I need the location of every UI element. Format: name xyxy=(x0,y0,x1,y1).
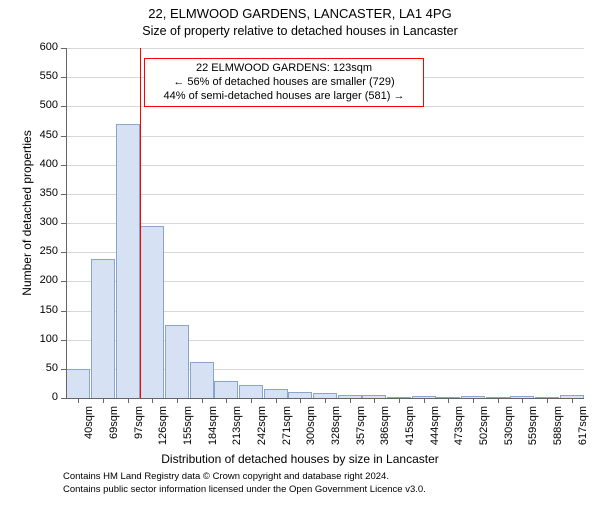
x-tick-label: 184sqm xyxy=(207,406,219,506)
x-tick-label: 386sqm xyxy=(379,406,391,506)
x-tick-label: 328sqm xyxy=(330,406,342,506)
x-tick-label: 271sqm xyxy=(281,406,293,506)
y-tick-label: 350 xyxy=(26,187,58,199)
x-tick-mark xyxy=(350,398,351,403)
x-tick-label: 559sqm xyxy=(527,406,539,506)
x-tick-mark xyxy=(103,398,104,403)
property-marker-line xyxy=(140,48,141,398)
x-tick-mark xyxy=(448,398,449,403)
x-tick-mark xyxy=(202,398,203,403)
x-tick-mark xyxy=(374,398,375,403)
grid-line xyxy=(66,223,584,224)
x-tick-mark xyxy=(226,398,227,403)
y-tick-label: 400 xyxy=(26,158,58,170)
x-tick-label: 40sqm xyxy=(83,406,95,506)
x-tick-mark xyxy=(498,398,499,403)
x-tick-label: 617sqm xyxy=(577,406,589,506)
histogram-bar xyxy=(239,385,263,398)
x-tick-mark xyxy=(522,398,523,403)
y-tick-label: 150 xyxy=(26,304,58,316)
x-tick-label: 415sqm xyxy=(404,406,416,506)
x-tick-label: 213sqm xyxy=(231,406,243,506)
x-tick-mark xyxy=(177,398,178,403)
y-tick-label: 0 xyxy=(26,391,58,403)
y-tick-label: 500 xyxy=(26,99,58,111)
x-tick-label: 357sqm xyxy=(355,406,367,506)
x-tick-label: 97sqm xyxy=(133,406,145,506)
histogram-bar xyxy=(91,259,115,398)
x-tick-mark xyxy=(152,398,153,403)
x-tick-mark xyxy=(424,398,425,403)
x-tick-mark xyxy=(572,398,573,403)
x-tick-label: 530sqm xyxy=(503,406,515,506)
x-tick-mark xyxy=(78,398,79,403)
histogram-bar xyxy=(214,381,238,399)
x-tick-label: 155sqm xyxy=(182,406,194,506)
y-tick-label: 300 xyxy=(26,216,58,228)
x-tick-label: 444sqm xyxy=(429,406,441,506)
x-tick-mark xyxy=(547,398,548,403)
annotation-line-1: ← 56% of detached houses are smaller (72… xyxy=(151,76,417,90)
x-tick-mark xyxy=(325,398,326,403)
x-tick-label: 242sqm xyxy=(256,406,268,506)
chart-container: 22, ELMWOOD GARDENS, LANCASTER, LA1 4PG … xyxy=(0,0,600,500)
grid-line xyxy=(66,48,584,49)
y-tick-label: 450 xyxy=(26,129,58,141)
x-tick-label: 126sqm xyxy=(157,406,169,506)
histogram-bar xyxy=(190,362,214,398)
y-tick-label: 100 xyxy=(26,333,58,345)
grid-line xyxy=(66,136,584,137)
y-tick-label: 250 xyxy=(26,245,58,257)
x-tick-mark xyxy=(251,398,252,403)
y-tick-label: 600 xyxy=(26,41,58,53)
histogram-bar xyxy=(116,124,140,398)
chart-subtitle: Size of property relative to detached ho… xyxy=(0,24,600,38)
annotation-box: 22 ELMWOOD GARDENS: 123sqm ← 56% of deta… xyxy=(144,58,424,107)
x-tick-mark xyxy=(276,398,277,403)
histogram-bar xyxy=(66,369,90,398)
chart-title: 22, ELMWOOD GARDENS, LANCASTER, LA1 4PG xyxy=(0,6,600,21)
grid-line xyxy=(66,165,584,166)
x-tick-label: 502sqm xyxy=(478,406,490,506)
y-tick-label: 550 xyxy=(26,70,58,82)
histogram-bar xyxy=(165,325,189,398)
x-tick-mark xyxy=(128,398,129,403)
y-axis-line xyxy=(66,48,67,398)
x-tick-mark xyxy=(473,398,474,403)
x-tick-mark xyxy=(300,398,301,403)
x-tick-label: 69sqm xyxy=(108,406,120,506)
annotation-line-2: 44% of semi-detached houses are larger (… xyxy=(151,90,417,104)
x-tick-label: 300sqm xyxy=(305,406,317,506)
x-tick-label: 473sqm xyxy=(453,406,465,506)
histogram-bar xyxy=(140,226,164,398)
annotation-line-0: 22 ELMWOOD GARDENS: 123sqm xyxy=(151,62,417,76)
grid-line xyxy=(66,194,584,195)
histogram-bar xyxy=(264,389,288,398)
x-tick-label: 588sqm xyxy=(552,406,564,506)
y-tick-label: 50 xyxy=(26,362,58,374)
y-tick-label: 200 xyxy=(26,274,58,286)
x-tick-mark xyxy=(399,398,400,403)
